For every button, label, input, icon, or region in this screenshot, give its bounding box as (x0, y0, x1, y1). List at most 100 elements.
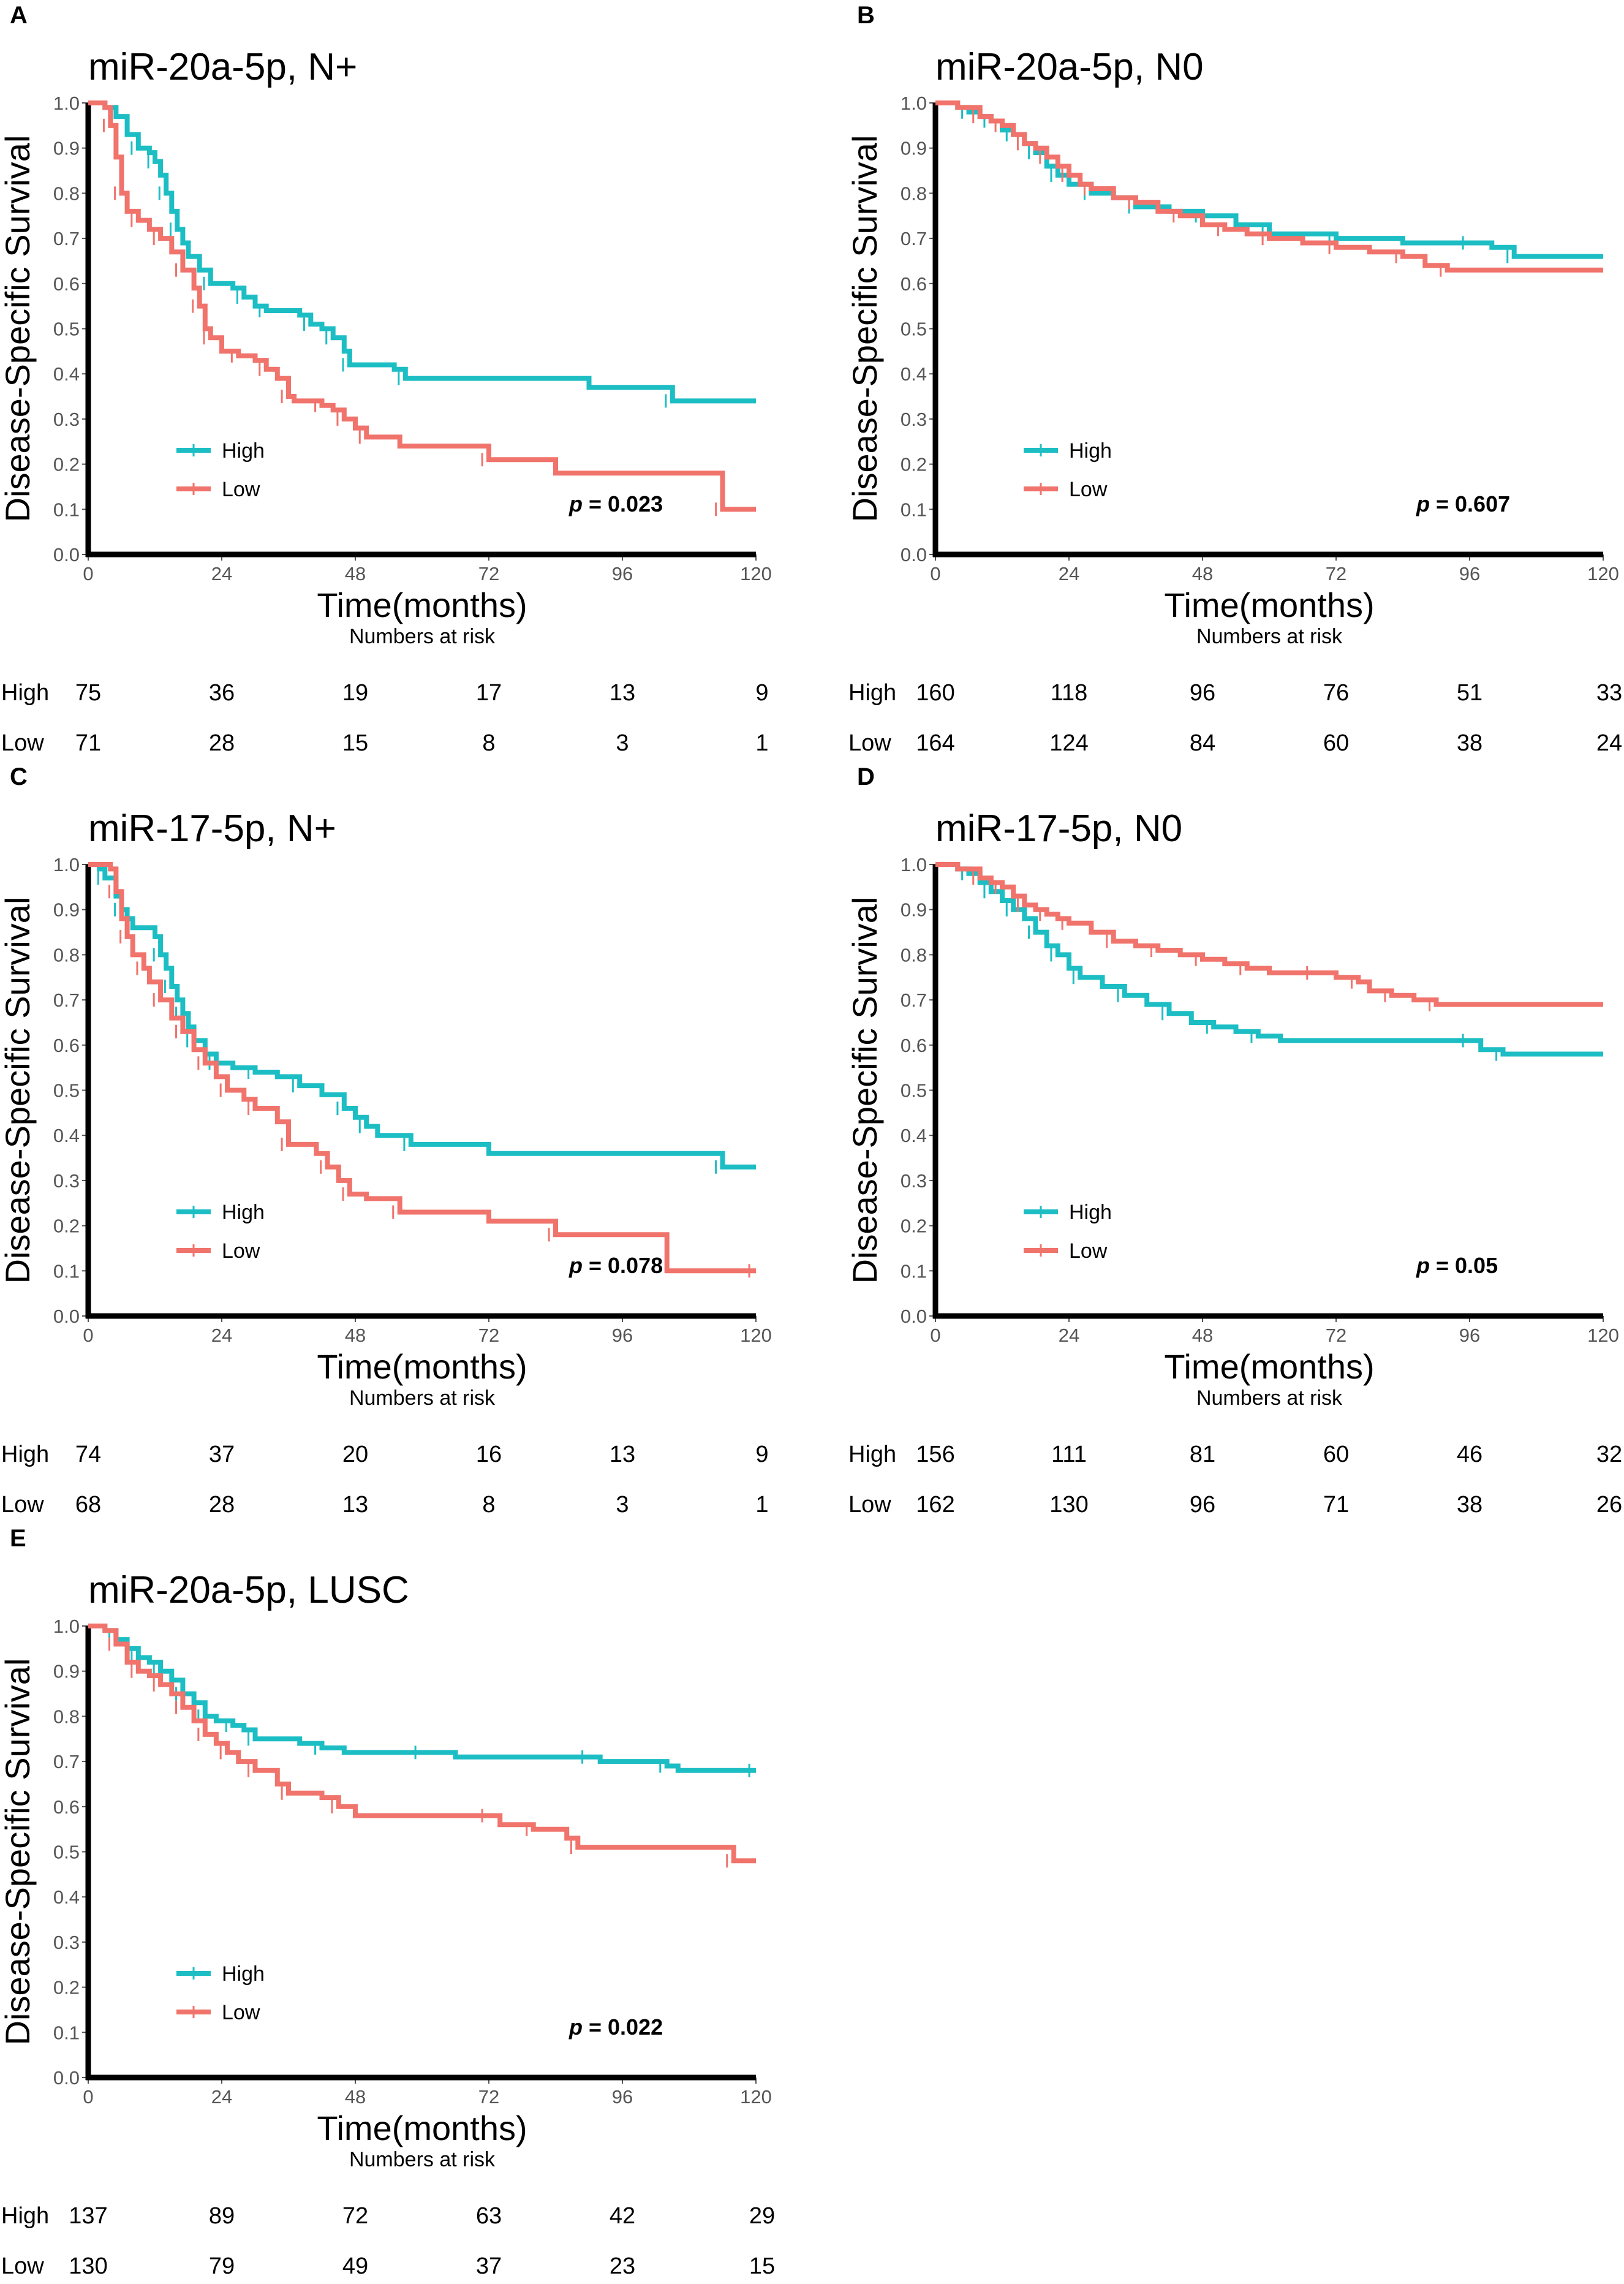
risk-value: 26 (1596, 1492, 1622, 1518)
risk-value: 23 (610, 2253, 635, 2279)
y-tick-label: 0.7 (901, 228, 927, 249)
risk-value: 13 (610, 680, 635, 706)
x-tick-label: 48 (345, 2086, 366, 2108)
y-tick-label: 0.9 (901, 899, 927, 921)
y-tick-label: 0.1 (53, 1260, 80, 1282)
risk-row-label-high: High (1, 680, 49, 706)
curve-low (935, 100, 1603, 273)
x-tick-label: 120 (1587, 563, 1619, 584)
x-tick-label: 120 (740, 2086, 772, 2108)
x-tick-label: 24 (211, 1325, 232, 1346)
risk-value: 1 (755, 730, 768, 756)
y-tick-label: 0.4 (901, 1125, 927, 1146)
x-tick-label: 24 (211, 2086, 232, 2108)
risk-value: 137 (69, 2203, 107, 2229)
y-tick-label: 0.7 (53, 1751, 80, 1772)
risk-value: 84 (1190, 730, 1215, 756)
risk-value: 49 (342, 2253, 368, 2279)
y-axis-label: Disease-Specific Survival (845, 135, 884, 523)
y-tick-label: 0.5 (901, 1080, 927, 1102)
y-tick-label: 0.4 (53, 1125, 80, 1146)
legend-label-low: Low (1069, 1239, 1108, 1263)
x-tick-label: 48 (1192, 1325, 1213, 1346)
y-tick-label: 1.0 (53, 854, 80, 875)
x-axis-label: Time(months) (317, 1347, 527, 1386)
risk-value: 130 (1049, 1492, 1088, 1518)
y-tick-label: 0.6 (53, 1796, 80, 1818)
x-tick-label: 0 (83, 563, 93, 584)
chart-title: miR-20a-5p, LUSC (88, 1569, 409, 1611)
risk-row-label-low: Low (1, 730, 44, 756)
risk-value: 8 (482, 730, 495, 756)
risk-value: 46 (1457, 1442, 1482, 1467)
risk-row-label-low: Low (1, 1492, 44, 1518)
panel-label: B (857, 2, 875, 29)
y-tick-label: 0.8 (901, 183, 927, 204)
x-tick-label: 72 (1326, 1325, 1346, 1346)
y-tick-label: 0.6 (53, 1035, 80, 1056)
y-tick-label: 0.3 (901, 409, 927, 430)
curve-low (88, 100, 756, 512)
x-tick-label: 120 (1587, 1325, 1619, 1346)
y-tick-label: 0.3 (53, 1170, 80, 1192)
risk-value: 60 (1323, 730, 1349, 756)
risk-value: 68 (75, 1492, 101, 1518)
y-tick-label: 0.8 (53, 183, 80, 204)
risk-value: 17 (476, 680, 502, 706)
y-tick-label: 0.2 (901, 1216, 927, 1237)
y-tick-label: 0.3 (53, 1932, 80, 1953)
x-axis-label: Time(months) (317, 586, 527, 624)
y-tick-label: 0.0 (901, 544, 927, 565)
risk-table-title: Numbers at risk (349, 625, 496, 648)
y-tick-label: 0.2 (53, 454, 80, 475)
chart-title: miR-20a-5p, N+ (88, 46, 357, 88)
y-tick-label: 0.6 (901, 1035, 927, 1056)
panel-label: D (857, 763, 875, 790)
y-tick-label: 0.0 (53, 1306, 80, 1327)
y-tick-label: 0.1 (53, 499, 80, 520)
x-tick-label: 48 (345, 563, 366, 584)
risk-value: 96 (1190, 680, 1215, 706)
risk-table-title: Numbers at risk (1196, 625, 1343, 648)
chart-title: miR-20a-5p, N0 (935, 46, 1204, 88)
risk-row-label-high: High (848, 1442, 896, 1467)
legend-label-high: High (222, 1201, 265, 1224)
risk-table-title: Numbers at risk (349, 2148, 496, 2171)
risk-value: 38 (1457, 1492, 1482, 1518)
risk-value: 111 (1051, 1442, 1087, 1467)
x-tick-label: 120 (740, 1325, 772, 1346)
panel-label: C (10, 763, 28, 790)
y-tick-label: 1.0 (901, 854, 927, 875)
y-tick-label: 0.5 (53, 1080, 80, 1102)
risk-value: 63 (476, 2203, 502, 2229)
x-tick-label: 0 (83, 1325, 93, 1346)
y-tick-label: 0.7 (53, 989, 80, 1011)
risk-value: 15 (749, 2253, 775, 2279)
y-tick-label: 0.6 (901, 273, 927, 295)
y-tick-label: 0.1 (901, 499, 927, 520)
risk-value: 89 (209, 2203, 235, 2229)
risk-value: 9 (755, 680, 768, 706)
y-tick-label: 0.8 (53, 944, 80, 966)
risk-value: 32 (1596, 1442, 1622, 1467)
risk-value: 75 (75, 680, 101, 706)
p-value: p = 0.078 (568, 1253, 663, 1278)
risk-row-label-high: High (1, 1442, 49, 1467)
legend-label-high: High (222, 1962, 265, 1986)
y-tick-label: 0.8 (901, 944, 927, 966)
y-tick-label: 0.1 (53, 2022, 80, 2043)
risk-value: 124 (1049, 730, 1088, 756)
y-tick-label: 0.0 (53, 2067, 80, 2089)
risk-value: 76 (1323, 680, 1349, 706)
risk-row-label-high: High (1, 2203, 49, 2229)
x-tick-label: 96 (612, 1325, 633, 1346)
x-tick-label: 72 (478, 563, 499, 584)
risk-table-title: Numbers at risk (349, 1386, 496, 1410)
y-tick-label: 1.0 (901, 93, 927, 114)
risk-value: 29 (749, 2203, 775, 2229)
legend-label-low: Low (222, 2001, 260, 2024)
y-tick-label: 0.7 (53, 228, 80, 249)
curve-low (88, 862, 756, 1274)
